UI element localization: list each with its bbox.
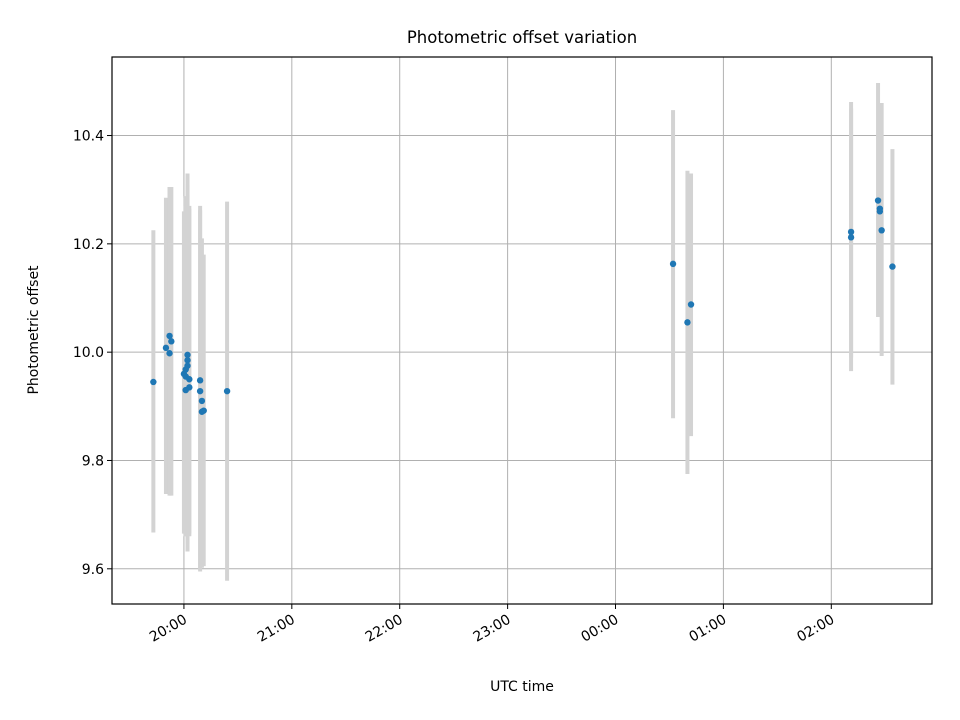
data-point [224,388,230,394]
data-point [875,197,881,203]
y-tick-label: 9.6 [82,562,104,578]
error-bars [153,83,892,581]
data-point [878,227,884,233]
data-point [168,338,174,344]
x-tick-label: 22:00 [363,612,406,646]
data-point [197,377,203,383]
y-tick-label: 10.2 [73,237,104,253]
y-tick-label: 10.4 [73,129,104,145]
x-axis-label: UTC time [490,679,554,695]
data-point [877,208,883,214]
data-point [848,234,854,240]
x-tick-label: 23:00 [471,612,514,646]
x-tick-label: 02:00 [794,612,837,646]
x-tick-label: 21:00 [255,612,298,646]
data-point [889,263,895,269]
data-point [186,384,192,390]
y-tick-label: 9.8 [82,453,104,469]
data-point [166,350,172,356]
chart-title: Photometric offset variation [407,28,637,47]
data-point [684,319,690,325]
data-point [201,407,207,413]
x-tick-label: 01:00 [686,612,729,646]
data-point [688,301,694,307]
data-point [166,333,172,339]
data-point [197,388,203,394]
data-point [186,376,192,382]
data-point [199,398,205,404]
y-axis-label: Photometric offset [26,265,42,395]
x-tick-label: 20:00 [147,612,190,646]
x-tick-label: 00:00 [579,612,622,646]
grid-lines [112,57,932,604]
data-point [163,345,169,351]
data-point [670,261,676,267]
data-points [150,197,895,415]
data-point [150,379,156,385]
data-point [184,352,190,358]
data-point [184,363,190,369]
y-tick-label: 10.0 [73,345,104,361]
plot-frame [112,57,932,604]
